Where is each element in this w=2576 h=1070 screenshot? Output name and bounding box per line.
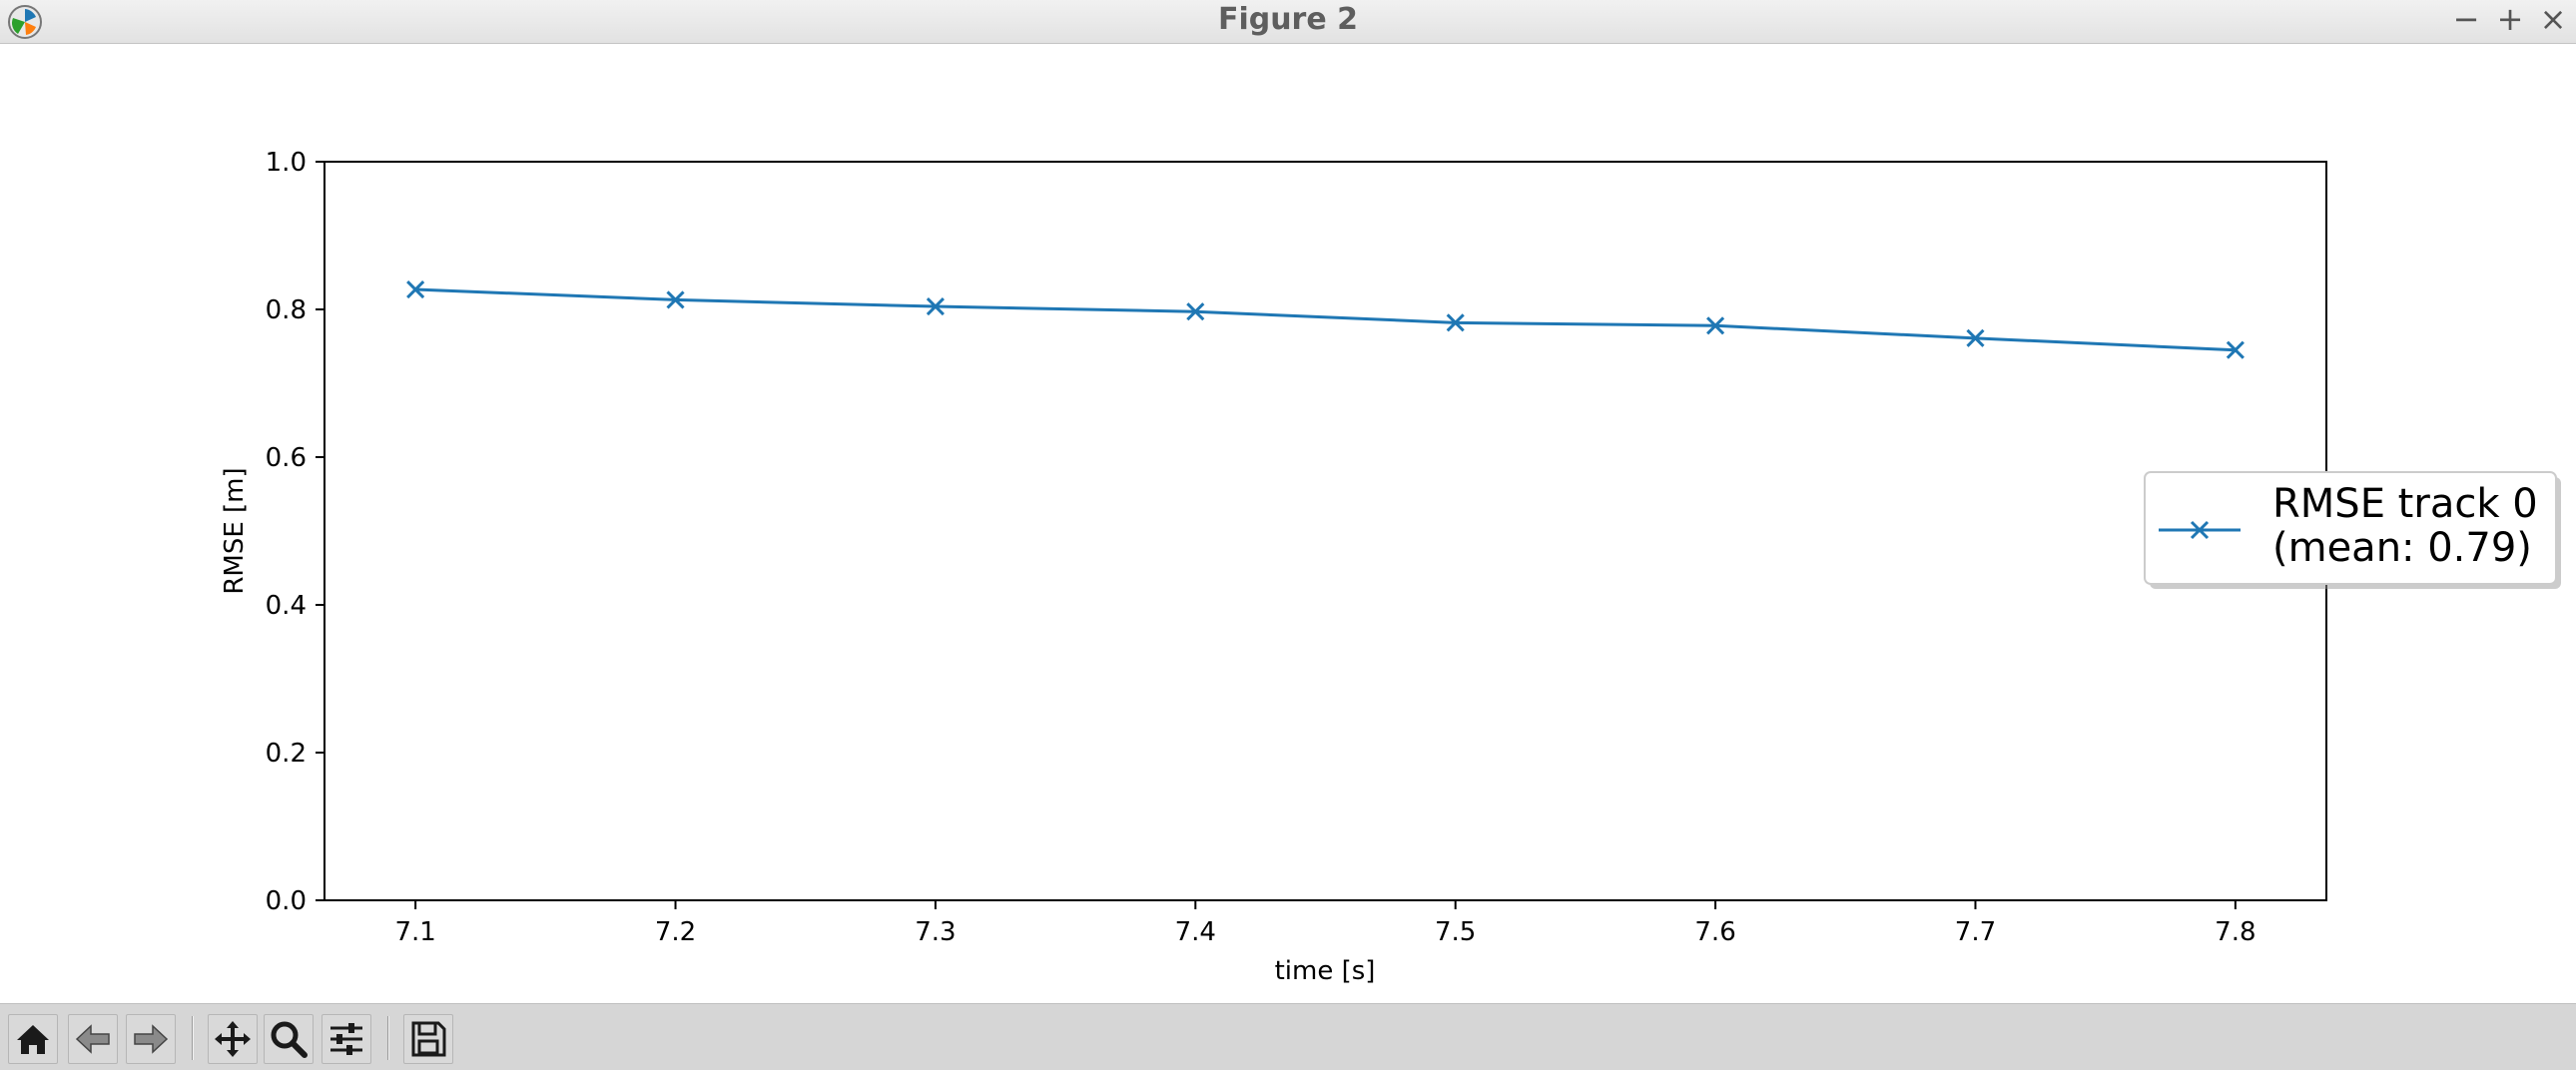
close-button[interactable]: × (2539, 0, 2567, 38)
save-icon (411, 1021, 446, 1057)
axes-background (324, 162, 2326, 900)
back-button[interactable] (68, 1014, 118, 1064)
legend-label-line-1: RMSE track 0 (2272, 481, 2538, 527)
x-axis-label: time [s] (1275, 956, 1376, 986)
minimize-button[interactable]: − (2452, 0, 2480, 38)
x-axis: 7.1 7.2 7.3 7.4 7.5 7.6 7.7 7.8 (394, 900, 2256, 947)
y-axis: 0.0 0.2 0.4 0.6 0.8 1.0 (266, 148, 324, 916)
y-axis-label: RMSE [m] (220, 467, 250, 594)
save-button[interactable] (403, 1014, 453, 1064)
legend: RMSE track 0 (mean: 0.79) (2144, 471, 2561, 589)
maximize-button[interactable]: + (2496, 0, 2524, 38)
zoom-button[interactable] (264, 1014, 314, 1064)
forward-button[interactable] (126, 1014, 176, 1064)
legend-label-line-2: (mean: 0.79) (2272, 525, 2532, 571)
navigation-toolbar (0, 1003, 2576, 1070)
y-tick-label: 0.8 (266, 295, 307, 325)
back-arrow-icon (75, 1024, 110, 1054)
app-icon (8, 5, 42, 39)
x-tick-label: 7.6 (1694, 917, 1735, 947)
x-tick-label: 7.7 (1955, 917, 1996, 947)
x-tick-label: 7.2 (655, 917, 696, 947)
x-tick-label: 7.8 (2215, 917, 2255, 947)
legend-marker-swatch (2190, 520, 2210, 540)
data-point-marker (1706, 316, 1725, 335)
y-tick-label: 0.4 (266, 591, 307, 621)
data-point-marker (666, 290, 685, 309)
toolbar-separator (387, 1016, 389, 1060)
pan-icon (215, 1021, 251, 1057)
data-point-marker (1966, 328, 1985, 347)
y-tick-label: 0.6 (266, 443, 307, 473)
toolbar-separator (192, 1016, 194, 1060)
home-icon (17, 1025, 49, 1054)
window-titlebar: Figure 2 − + × (0, 0, 2576, 44)
x-tick-label: 7.5 (1435, 917, 1476, 947)
legend-box (2144, 471, 2557, 585)
x-tick-label: 7.4 (1175, 917, 1216, 947)
data-point-marker (406, 279, 425, 299)
zoom-icon (271, 1021, 308, 1058)
home-button[interactable] (8, 1014, 58, 1064)
series-line (415, 287, 2236, 352)
data-point-marker (1186, 302, 1205, 321)
x-tick-label: 7.1 (394, 917, 435, 947)
series-layer (406, 279, 2245, 359)
y-tick-label: 1.0 (266, 148, 307, 178)
configure-subplots-button[interactable] (322, 1014, 371, 1064)
forward-arrow-icon (134, 1024, 169, 1054)
window-title: Figure 2 (1217, 2, 1359, 37)
data-point-marker (926, 296, 945, 316)
x-tick-label: 7.3 (915, 917, 956, 947)
data-point-marker (1446, 313, 1465, 332)
figure-canvas: 7.1 7.2 7.3 7.4 7.5 7.6 7.7 7.8 0.0 0.2 0.4 0.6 0.8… (0, 44, 2576, 1003)
y-tick-label: 0.2 (266, 739, 307, 769)
y-tick-label: 0.0 (266, 886, 307, 916)
pan-button[interactable] (208, 1014, 258, 1064)
configure-subplots-icon (330, 1023, 362, 1055)
data-point-marker (2226, 340, 2245, 359)
